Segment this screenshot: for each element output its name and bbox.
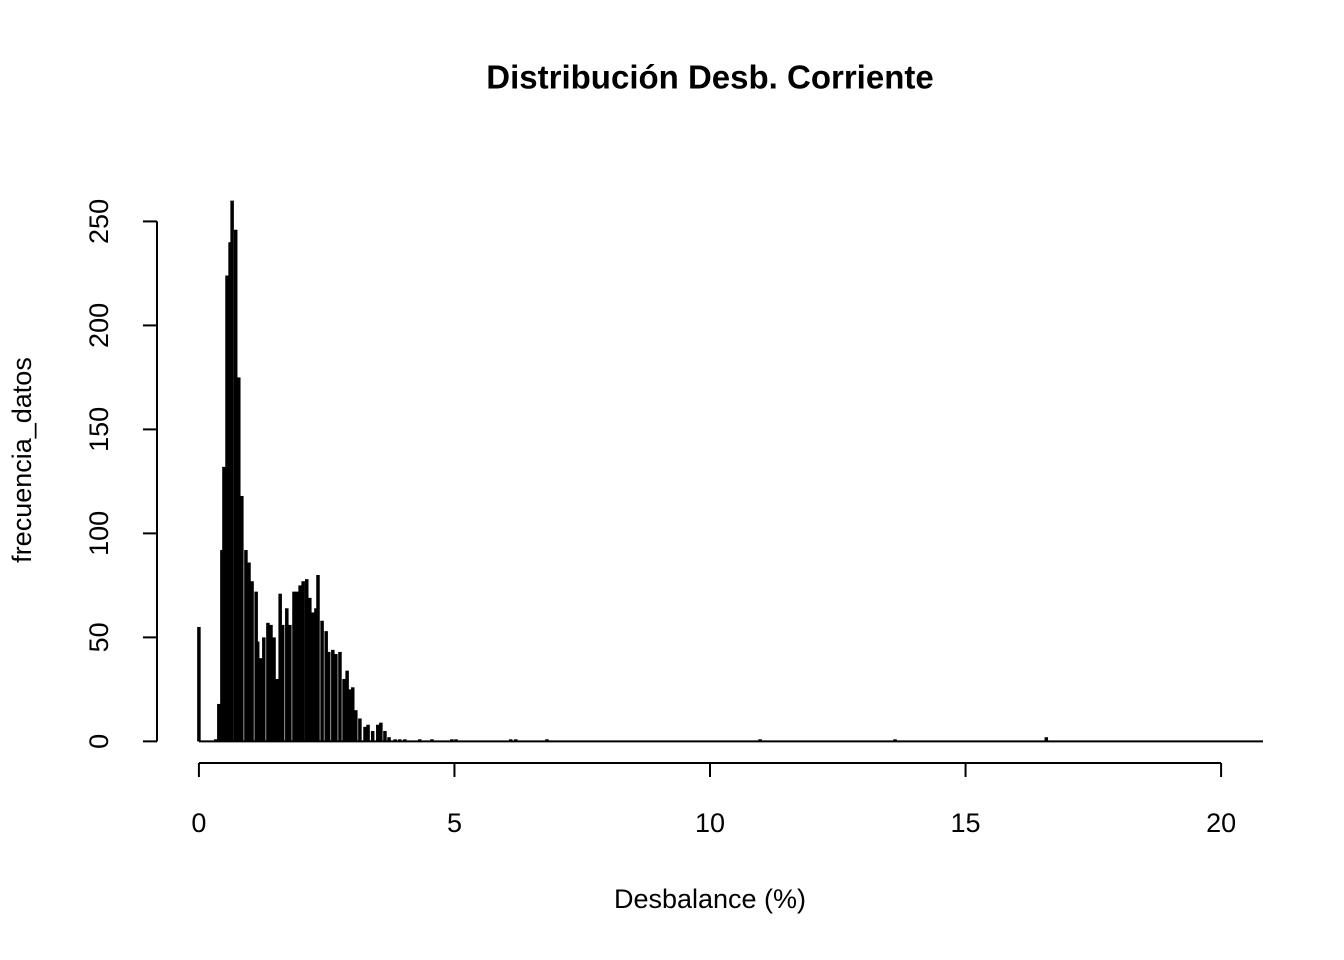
spike: [298, 585, 302, 742]
spike: [247, 562, 251, 742]
spike: [262, 637, 266, 742]
spike: [314, 608, 318, 742]
spike: [342, 678, 346, 742]
spike: [417, 739, 422, 742]
spike: [259, 658, 263, 742]
y-axis-label: frecuencia_datos: [7, 357, 37, 563]
spike: [222, 466, 226, 742]
x-tick-label: 20: [1206, 808, 1236, 838]
chart-title: Distribución Desb. Corriente: [486, 59, 933, 96]
spike: [214, 739, 218, 742]
spike: [347, 689, 352, 742]
spike: [334, 654, 338, 742]
spike: [250, 581, 254, 742]
spike: [272, 637, 276, 742]
spike: [217, 703, 221, 742]
spike: [366, 724, 370, 742]
spike: [269, 624, 273, 742]
x-tick-label: 10: [695, 808, 725, 838]
spike: [197, 626, 201, 742]
spike: [758, 739, 762, 742]
spike: [345, 670, 349, 742]
spike: [244, 550, 248, 742]
spike: [280, 624, 285, 742]
spike: [379, 722, 383, 742]
spike: [508, 739, 513, 742]
spike: [403, 739, 407, 742]
spike: [275, 678, 279, 742]
spike: [383, 730, 387, 742]
y-tick-label: 50: [84, 622, 114, 652]
spike: [225, 275, 229, 742]
x-tick-label: 15: [951, 808, 981, 838]
spike: [324, 631, 328, 742]
spike: [893, 739, 897, 742]
spike: [295, 591, 299, 742]
spike: [376, 724, 380, 742]
spike: [311, 612, 315, 742]
spike: [308, 597, 312, 742]
y-tick-label: 150: [84, 407, 114, 452]
spike: [288, 624, 292, 742]
spike: [220, 550, 224, 742]
spike: [454, 739, 458, 742]
spike: [230, 200, 234, 742]
spike: [326, 651, 331, 742]
spike: [393, 739, 397, 742]
y-tick-label: 200: [84, 303, 114, 348]
y-tick-label: 0: [84, 734, 114, 749]
spike: [430, 739, 434, 742]
spike: [237, 377, 241, 742]
spike: [354, 710, 358, 742]
y-tick-label: 100: [84, 511, 114, 556]
spike: [398, 739, 402, 742]
spike: [358, 718, 362, 742]
spike: [363, 726, 367, 742]
spike: [228, 242, 232, 742]
spike: [285, 608, 289, 742]
spike: [240, 495, 244, 742]
x-tick-label: 0: [191, 808, 206, 838]
spike: [514, 739, 518, 742]
spike: [255, 641, 260, 742]
spike: [316, 574, 320, 742]
spike: [301, 581, 305, 742]
spike: [331, 649, 335, 742]
x-tick-label: 5: [447, 808, 462, 838]
spike: [450, 739, 454, 742]
spike: [1044, 737, 1049, 742]
spike: [278, 593, 282, 742]
y-tick-label: 250: [84, 199, 114, 244]
spike: [370, 730, 375, 742]
spike: [387, 737, 391, 742]
spike: [338, 651, 342, 742]
spike: [545, 739, 549, 742]
x-axis-label: Desbalance (%): [614, 884, 806, 914]
spike: [292, 591, 296, 742]
spike: [320, 620, 324, 742]
spike: [350, 687, 355, 742]
spike: [233, 229, 238, 742]
spike: [304, 579, 309, 742]
spike: [266, 622, 270, 742]
